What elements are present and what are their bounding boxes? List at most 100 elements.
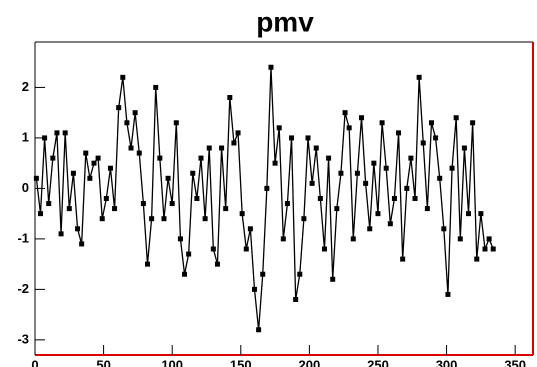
- point: [334, 206, 340, 212]
- point: [107, 165, 113, 171]
- point: [383, 165, 389, 171]
- point: [445, 291, 451, 297]
- y-tick-label: 1: [22, 129, 29, 144]
- series-line: [35, 67, 494, 330]
- point: [186, 251, 192, 257]
- point: [346, 125, 352, 131]
- point: [478, 211, 484, 217]
- point: [37, 211, 43, 217]
- point: [416, 74, 422, 80]
- point: [62, 130, 68, 136]
- point: [313, 145, 319, 151]
- x-tick-label: 300: [436, 357, 458, 367]
- point: [83, 150, 89, 156]
- point: [169, 201, 175, 207]
- point: [404, 185, 410, 191]
- x-tick-label: 250: [367, 357, 389, 367]
- y-tick-label: 2: [22, 79, 29, 94]
- point: [99, 216, 105, 222]
- chart-title: pmv: [256, 6, 314, 37]
- point: [243, 246, 249, 252]
- point: [350, 236, 356, 242]
- point: [326, 155, 332, 161]
- y-tick-label: -1: [17, 230, 29, 245]
- point: [214, 261, 220, 267]
- point: [247, 226, 253, 232]
- point: [120, 74, 126, 80]
- point: [210, 246, 216, 252]
- point: [50, 155, 56, 161]
- point: [391, 196, 397, 201]
- point: [293, 296, 299, 302]
- point: [338, 170, 344, 176]
- point: [206, 145, 212, 151]
- point: [112, 206, 118, 212]
- y-tick-label: -3: [17, 331, 29, 346]
- point: [301, 216, 307, 222]
- point: [482, 246, 488, 252]
- point: [420, 140, 426, 146]
- point: [79, 241, 85, 247]
- point: [116, 105, 122, 111]
- point: [317, 196, 323, 201]
- point: [219, 145, 225, 151]
- point: [231, 140, 237, 146]
- point: [54, 130, 60, 136]
- point: [470, 120, 476, 126]
- point: [363, 180, 369, 186]
- point: [272, 160, 278, 166]
- point: [194, 196, 200, 201]
- point: [223, 206, 229, 212]
- point: [91, 160, 97, 166]
- point: [42, 135, 48, 141]
- point: [33, 175, 39, 181]
- point: [457, 236, 463, 242]
- point: [144, 261, 150, 267]
- point: [354, 170, 360, 176]
- x-tick-label: 350: [504, 357, 526, 367]
- point: [433, 135, 439, 141]
- point: [367, 226, 373, 232]
- point: [239, 211, 245, 217]
- point: [330, 276, 336, 282]
- x-tick-label: 0: [31, 357, 38, 367]
- y-tick-label: 0: [22, 180, 29, 195]
- point: [474, 256, 480, 262]
- point: [321, 246, 327, 252]
- point: [289, 135, 295, 141]
- point: [256, 327, 262, 333]
- point: [441, 226, 447, 232]
- point: [424, 206, 430, 212]
- point: [157, 155, 163, 161]
- point: [190, 170, 196, 176]
- point: [132, 110, 138, 116]
- point: [379, 120, 385, 126]
- point: [66, 206, 72, 212]
- point: [173, 120, 179, 126]
- point: [58, 231, 64, 237]
- point: [268, 64, 274, 70]
- point: [161, 216, 167, 222]
- x-tick-label: 200: [299, 357, 321, 367]
- point: [95, 155, 101, 161]
- point: [202, 216, 208, 222]
- point: [375, 211, 381, 217]
- point: [260, 271, 266, 277]
- point: [309, 180, 315, 186]
- point: [461, 145, 467, 151]
- point: [297, 271, 303, 277]
- point: [466, 211, 472, 217]
- point: [408, 155, 414, 161]
- point: [490, 246, 496, 252]
- point: [387, 221, 393, 227]
- x-tick-label: 150: [230, 357, 252, 367]
- y-tick-label: -2: [17, 281, 29, 296]
- point: [252, 286, 258, 292]
- point: [177, 236, 183, 242]
- point: [140, 201, 146, 207]
- point: [437, 175, 443, 181]
- point: [182, 271, 188, 277]
- point: [227, 95, 233, 101]
- point: [486, 236, 492, 242]
- point: [428, 120, 434, 126]
